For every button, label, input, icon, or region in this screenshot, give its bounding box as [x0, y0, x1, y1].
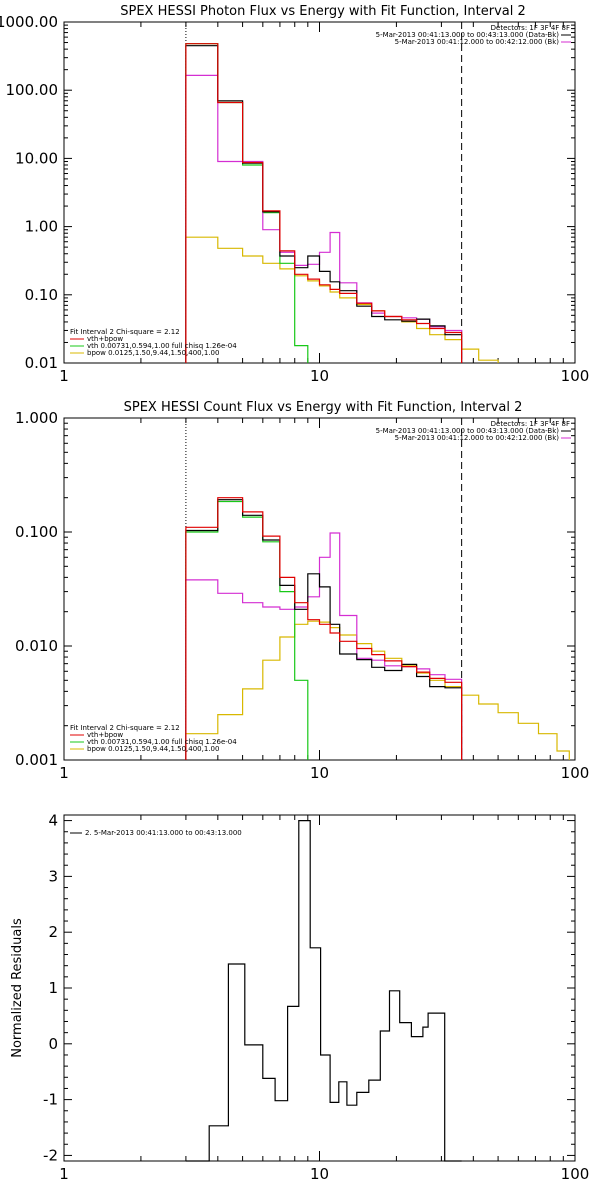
- y-tick-label: 1.000: [15, 409, 58, 427]
- legend-bpow-label: bpow 0.0125,1.50,9.44,1.50,400,1.00: [87, 349, 219, 357]
- legend-bpow-label: bpow 0.0125,1.50,9.44,1.50,400,1.00: [87, 745, 219, 753]
- series-data: [185, 820, 462, 1162]
- series-background: [185, 532, 463, 760]
- legend-bottom-left: Fit Interval 2 Chi-square = 2.12 vth+bpo…: [70, 328, 237, 357]
- chart-title: SPEX HESSI Photon Flux vs Energy with Fi…: [120, 4, 526, 19]
- legend-bk-interval: 5-Mar-2013 00:41:12.000 to 00:42:12.000 …: [395, 38, 560, 46]
- series-layer: [185, 43, 499, 363]
- legend-fit-header: Fit Interval 2 Chi-square = 2.12: [70, 724, 180, 732]
- series-bpow: [185, 236, 499, 363]
- y-axis-label: Normalized Residuals: [10, 918, 25, 1058]
- y-tick-label: 4: [48, 812, 58, 830]
- legend-residual-label: 2. 5-Mar-2013 00:41:13.000 to 00:43:13.0…: [85, 829, 242, 837]
- series-vth: [185, 43, 309, 363]
- series-total_fit: [185, 43, 463, 363]
- x-tick-label: 10: [310, 367, 329, 385]
- legend-fit-header: Fit Interval 2 Chi-square = 2.12: [70, 328, 180, 336]
- y-tick-label: 10.00: [15, 149, 58, 167]
- legend-data-interval: 5-Mar-2013 00:41:13.000 to 00:43:13.000 …: [376, 427, 560, 435]
- y-tick-label: 0: [48, 1035, 58, 1053]
- legend-total-label: vth+bpow: [87, 731, 123, 739]
- y-tick-label: 1.00: [25, 218, 58, 236]
- legend-data-interval: 5-Mar-2013 00:41:13.000 to 00:43:13.000 …: [376, 31, 560, 39]
- series-layer: [185, 820, 462, 1162]
- x-tick-label: 100: [561, 1165, 590, 1183]
- series-background: [185, 74, 463, 363]
- count-flux-panel: SPEX HESSI Count Flux vs Energy with Fit…: [15, 400, 589, 782]
- y-tick-label: 0.10: [25, 286, 58, 304]
- fit-range-lines: [185, 22, 463, 363]
- x-tick-label: 10: [310, 764, 329, 782]
- series-bpow: [185, 620, 570, 760]
- y-tick-label: -1: [43, 1091, 58, 1109]
- y-tick-label: -2: [43, 1146, 58, 1164]
- x-tick-label: 1: [59, 367, 69, 385]
- chart-title: SPEX HESSI Count Flux vs Energy with Fit…: [124, 400, 523, 415]
- legend-top-right: Detectors: 1F 3F 4F 8F 5-Mar-2013 00:41:…: [376, 420, 571, 442]
- axis-ticks: 1 10 100 -2 -1 0 1 2 3 4: [43, 812, 589, 1183]
- x-tick-label: 100: [561, 367, 590, 385]
- y-tick-label: 0.010: [15, 637, 58, 655]
- photon-flux-panel: SPEX HESSI Photon Flux vs Energy with Fi…: [0, 4, 589, 385]
- legend-vth-label: vth 0.00731,0.594,1.00 full chisq 1.26e-…: [87, 342, 237, 350]
- series-total_fit: [185, 497, 463, 760]
- legend-bk-interval: 5-Mar-2013 00:41:12.000 to 00:42:12.000 …: [395, 434, 560, 442]
- x-tick-label: 100: [561, 764, 590, 782]
- plot-frame: [63, 814, 576, 1162]
- y-tick-label: 2: [48, 923, 58, 941]
- series-data: [185, 499, 463, 760]
- legend-vth-label: vth 0.00731,0.594,1.00 full chisq 1.26e-…: [87, 738, 237, 746]
- series-vth: [185, 500, 309, 760]
- x-tick-label: 10: [310, 1165, 329, 1183]
- y-tick-label: 0.100: [15, 523, 58, 541]
- axis-ticks: 1 10 100 0.001 0.010 0.100 1.000: [15, 409, 589, 782]
- legend-top-left: 2. 5-Mar-2013 00:41:13.000 to 00:43:13.0…: [70, 829, 242, 837]
- legend-top-right: Detectors: 1F 3F 4F 8F 5-Mar-2013 00:41:…: [376, 24, 571, 46]
- series-data: [185, 45, 463, 363]
- fit-range-lines: [185, 418, 463, 760]
- residuals-panel: Normalized Residuals 1 10 100 -2 -1 0 1 2 3 4 2. …: [10, 812, 589, 1183]
- y-tick-label: 0.01: [25, 354, 58, 372]
- legend-bottom-left: Fit Interval 2 Chi-square = 2.12 vth+bpo…: [70, 724, 237, 753]
- y-tick-label: 100.00: [6, 81, 59, 99]
- legend-detectors: Detectors: 1F 3F 4F 8F: [491, 420, 570, 428]
- legend-total-label: vth+bpow: [87, 335, 123, 343]
- plot-frame: [63, 21, 576, 364]
- series-layer: [185, 497, 570, 760]
- y-tick-label: 0.001: [15, 751, 58, 769]
- y-tick-label: 1000.00: [0, 13, 58, 31]
- x-tick-label: 1: [59, 764, 69, 782]
- y-tick-label: 1: [48, 979, 58, 997]
- y-tick-label: 3: [48, 867, 58, 885]
- axis-ticks: 1 10 100 0.01 0.10 1.00 10.00 100.00 1000.00: [0, 13, 589, 385]
- legend-detectors: Detectors: 1F 3F 4F 8F: [491, 24, 570, 32]
- x-tick-label: 1: [59, 1165, 69, 1183]
